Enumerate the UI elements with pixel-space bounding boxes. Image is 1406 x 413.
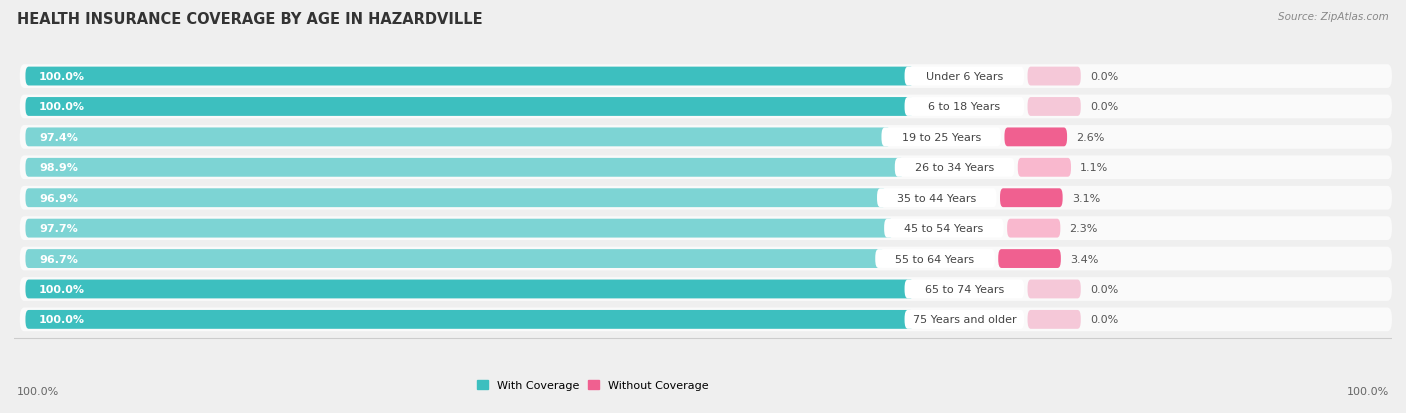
- FancyBboxPatch shape: [904, 98, 1024, 116]
- Text: 75 Years and older: 75 Years and older: [912, 315, 1017, 325]
- FancyBboxPatch shape: [25, 310, 914, 329]
- FancyBboxPatch shape: [25, 98, 914, 116]
- FancyBboxPatch shape: [1018, 159, 1071, 177]
- FancyBboxPatch shape: [20, 247, 1392, 271]
- FancyBboxPatch shape: [25, 189, 886, 208]
- FancyBboxPatch shape: [25, 280, 914, 299]
- Text: 35 to 44 Years: 35 to 44 Years: [897, 193, 976, 203]
- FancyBboxPatch shape: [25, 219, 893, 238]
- Text: 26 to 34 Years: 26 to 34 Years: [915, 163, 994, 173]
- FancyBboxPatch shape: [1007, 219, 1060, 238]
- Text: 2.6%: 2.6%: [1076, 133, 1105, 142]
- Legend: With Coverage, Without Coverage: With Coverage, Without Coverage: [472, 376, 713, 395]
- Text: Under 6 Years: Under 6 Years: [925, 72, 1002, 82]
- Text: 100.0%: 100.0%: [1347, 387, 1389, 396]
- FancyBboxPatch shape: [1028, 98, 1081, 116]
- Text: 0.0%: 0.0%: [1090, 284, 1118, 294]
- FancyBboxPatch shape: [876, 249, 995, 268]
- FancyBboxPatch shape: [1004, 128, 1067, 147]
- FancyBboxPatch shape: [884, 219, 1004, 238]
- Text: 96.9%: 96.9%: [39, 193, 79, 203]
- FancyBboxPatch shape: [904, 67, 1024, 86]
- Text: 100.0%: 100.0%: [17, 387, 59, 396]
- FancyBboxPatch shape: [1028, 67, 1081, 86]
- Text: 97.7%: 97.7%: [39, 223, 77, 234]
- FancyBboxPatch shape: [1000, 189, 1063, 208]
- Text: 65 to 74 Years: 65 to 74 Years: [925, 284, 1004, 294]
- Text: 6 to 18 Years: 6 to 18 Years: [928, 102, 1001, 112]
- FancyBboxPatch shape: [20, 65, 1392, 89]
- Text: 3.1%: 3.1%: [1071, 193, 1099, 203]
- FancyBboxPatch shape: [25, 128, 890, 147]
- Text: 100.0%: 100.0%: [39, 72, 86, 82]
- Text: 1.1%: 1.1%: [1080, 163, 1108, 173]
- FancyBboxPatch shape: [25, 159, 904, 177]
- FancyBboxPatch shape: [20, 156, 1392, 180]
- Text: Source: ZipAtlas.com: Source: ZipAtlas.com: [1278, 12, 1389, 22]
- FancyBboxPatch shape: [1028, 280, 1081, 299]
- Text: 55 to 64 Years: 55 to 64 Years: [896, 254, 974, 264]
- FancyBboxPatch shape: [904, 310, 1024, 329]
- FancyBboxPatch shape: [20, 278, 1392, 301]
- FancyBboxPatch shape: [1028, 310, 1081, 329]
- Text: 45 to 54 Years: 45 to 54 Years: [904, 223, 984, 234]
- Text: 98.9%: 98.9%: [39, 163, 77, 173]
- Text: 97.4%: 97.4%: [39, 133, 77, 142]
- Text: HEALTH INSURANCE COVERAGE BY AGE IN HAZARDVILLE: HEALTH INSURANCE COVERAGE BY AGE IN HAZA…: [17, 12, 482, 27]
- Text: 0.0%: 0.0%: [1090, 315, 1118, 325]
- FancyBboxPatch shape: [20, 126, 1392, 150]
- Text: 100.0%: 100.0%: [39, 284, 86, 294]
- FancyBboxPatch shape: [20, 217, 1392, 240]
- Text: 0.0%: 0.0%: [1090, 102, 1118, 112]
- FancyBboxPatch shape: [894, 159, 1014, 177]
- FancyBboxPatch shape: [877, 189, 997, 208]
- Text: 3.4%: 3.4%: [1070, 254, 1098, 264]
- FancyBboxPatch shape: [20, 95, 1392, 119]
- FancyBboxPatch shape: [25, 67, 914, 86]
- Text: 2.3%: 2.3%: [1070, 223, 1098, 234]
- Text: 100.0%: 100.0%: [39, 102, 86, 112]
- FancyBboxPatch shape: [882, 128, 1001, 147]
- Text: 19 to 25 Years: 19 to 25 Years: [901, 133, 981, 142]
- Text: 0.0%: 0.0%: [1090, 72, 1118, 82]
- FancyBboxPatch shape: [998, 249, 1062, 268]
- Text: 96.7%: 96.7%: [39, 254, 77, 264]
- Text: 100.0%: 100.0%: [39, 315, 86, 325]
- FancyBboxPatch shape: [20, 308, 1392, 332]
- FancyBboxPatch shape: [25, 249, 884, 268]
- FancyBboxPatch shape: [904, 280, 1024, 299]
- FancyBboxPatch shape: [20, 186, 1392, 210]
